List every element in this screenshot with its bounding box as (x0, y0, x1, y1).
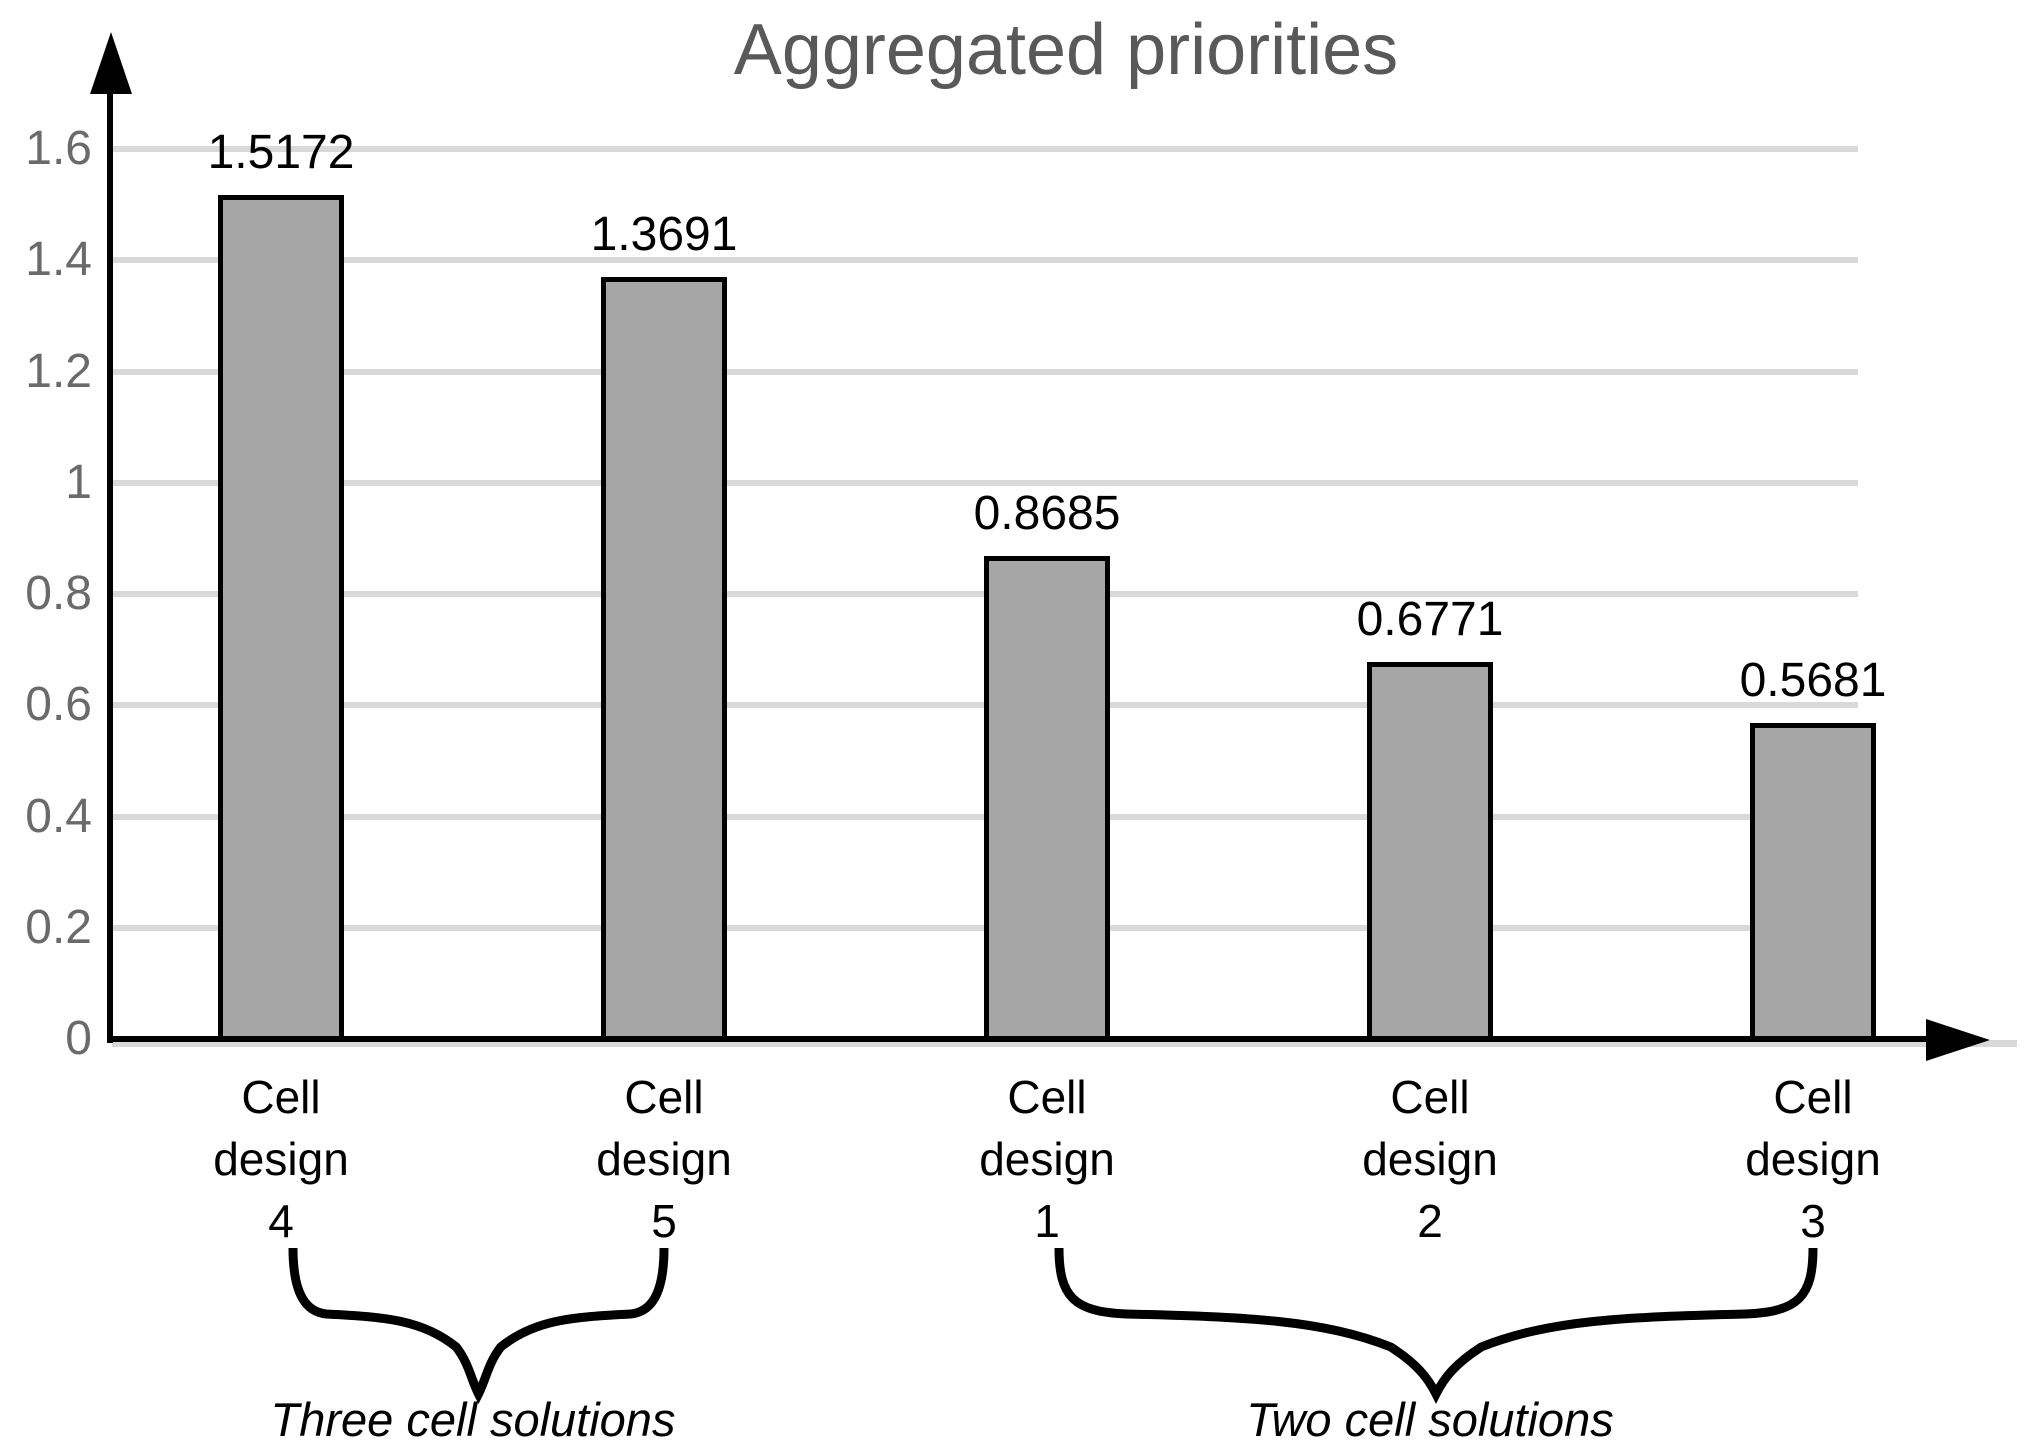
category-label-line: Cell (624, 1071, 704, 1123)
category-label-line: 1 (1034, 1195, 1060, 1247)
y-tick-label-0: 0 (65, 1012, 92, 1065)
x-axis-category-label: Cell design 3 (1663, 1066, 1963, 1252)
x-axis-line (107, 1036, 1932, 1042)
bar-value-label: 1.5172 (207, 126, 355, 180)
bar-value-label: 1.3691 (590, 208, 738, 262)
y-tick-label-0.6: 0.6 (25, 678, 92, 732)
y-tick-label-0.4: 0.4 (25, 789, 92, 843)
bar-cell-design-2 (1367, 662, 1493, 1042)
bar-cell-design-3 (1750, 722, 1876, 1042)
category-label-line: 3 (1800, 1195, 1826, 1247)
curly-brace (288, 1247, 669, 1405)
category-label-line: Cell (1773, 1071, 1853, 1123)
bar-value-label: 0.5681 (1739, 653, 1887, 707)
category-label-line: 5 (651, 1195, 677, 1247)
category-label-line: design (213, 1133, 349, 1185)
category-label-line: design (1745, 1133, 1881, 1185)
category-label-line: design (1362, 1133, 1498, 1185)
bar-value-label: 0.8685 (973, 486, 1121, 540)
bar-cell-design-1 (984, 555, 1110, 1042)
gridline-1.6 (112, 146, 1858, 152)
gridline-1.4 (112, 257, 1858, 264)
x-axis-category-label: Cell design 1 (897, 1066, 1197, 1252)
y-tick-label-1: 1 (65, 455, 92, 509)
category-label-line: 2 (1417, 1195, 1443, 1247)
bar-cell-design-5 (601, 277, 727, 1042)
curly-brace (1054, 1247, 1818, 1405)
bar-value-label: 0.6771 (1356, 593, 1504, 647)
chart-title: Aggregated priorities (733, 10, 1399, 90)
y-tick-label-0.2: 0.2 (25, 900, 92, 954)
x-axis-category-label: Cell design 5 (514, 1066, 814, 1252)
x-axis-category-label: Cell design 4 (131, 1066, 431, 1252)
y-tick-label-1.2: 1.2 (25, 344, 92, 398)
category-label-line: design (596, 1133, 732, 1185)
y-tick-label-1.4: 1.4 (25, 233, 92, 287)
category-label-line: Cell (241, 1071, 321, 1123)
x-axis-arrow-icon (1926, 1019, 1990, 1061)
gridline-1 (112, 479, 1858, 486)
category-label-line: Cell (1390, 1071, 1470, 1123)
x-axis-category-label: Cell design 2 (1280, 1066, 1580, 1252)
x-axis-baseline-gridline (112, 1040, 2017, 1047)
y-tick-label-1.6: 1.6 (25, 122, 92, 175)
bar-cell-design-4 (218, 195, 344, 1042)
gridline-1.2 (112, 368, 1858, 375)
y-tick-label-0.8: 0.8 (25, 567, 92, 620)
group-label-three-cell-solutions: Three cell solutions (270, 1393, 676, 1441)
category-label-line: 4 (268, 1195, 294, 1247)
y-axis-line (107, 88, 113, 1043)
category-label-line: design (979, 1133, 1115, 1185)
y-axis-arrow-icon (90, 32, 132, 94)
category-label-line: Cell (1007, 1071, 1087, 1123)
group-label-two-cell-solutions: Two cell solutions (1246, 1393, 1614, 1441)
